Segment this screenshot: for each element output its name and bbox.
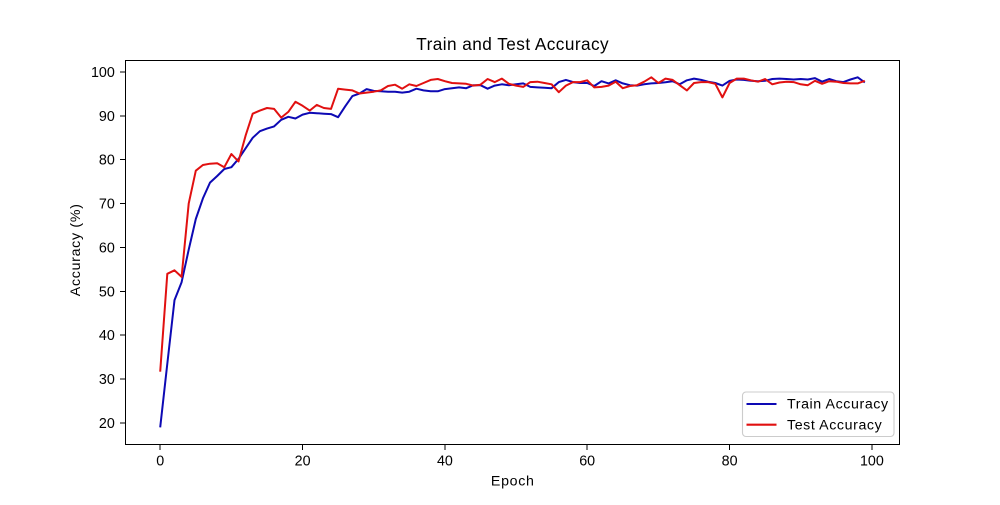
svg-text:Train and Test Accuracy: Train and Test Accuracy: [416, 34, 609, 54]
svg-text:Accuracy (%): Accuracy (%): [68, 203, 84, 296]
svg-text:70: 70: [99, 197, 115, 213]
svg-text:Epoch: Epoch: [491, 473, 535, 489]
svg-text:40: 40: [99, 328, 115, 344]
svg-text:40: 40: [437, 453, 453, 469]
svg-text:80: 80: [722, 453, 738, 469]
svg-text:30: 30: [99, 372, 115, 388]
svg-text:50: 50: [99, 284, 115, 300]
svg-text:60: 60: [579, 453, 595, 469]
svg-text:20: 20: [295, 453, 311, 469]
svg-text:60: 60: [99, 240, 115, 256]
svg-text:0: 0: [156, 453, 164, 469]
svg-text:90: 90: [99, 109, 115, 125]
svg-text:Test Accuracy: Test Accuracy: [787, 417, 883, 433]
svg-text:100: 100: [860, 453, 884, 469]
svg-text:Train Accuracy: Train Accuracy: [787, 397, 889, 413]
svg-text:100: 100: [91, 65, 115, 81]
svg-text:80: 80: [99, 153, 115, 169]
svg-text:20: 20: [99, 416, 115, 432]
